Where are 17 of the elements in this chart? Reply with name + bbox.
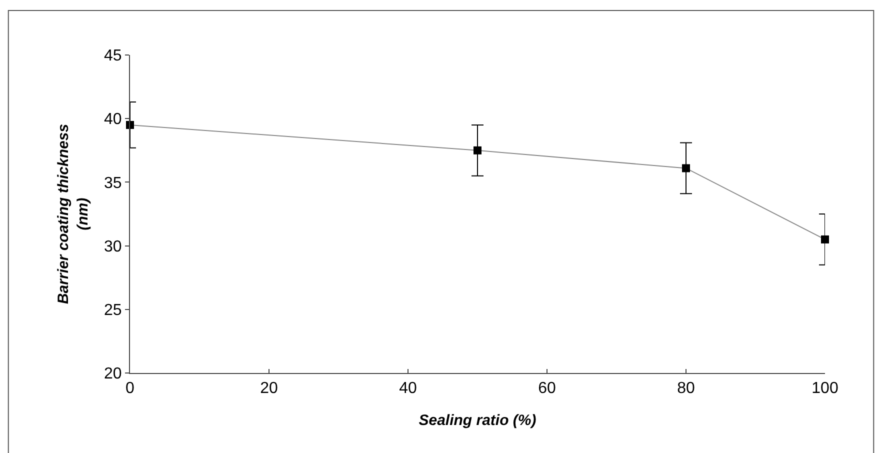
y-tick-label: 45 (104, 48, 122, 65)
point (821, 235, 829, 244)
y-tick-label: 35 (104, 174, 122, 192)
x-tick-label: 0 (126, 380, 135, 398)
y-axis-title: Barrier coating thickness (nm) (54, 124, 92, 304)
x-axis-title: Sealing ratio (%) (418, 412, 536, 430)
y-tick-label: 20 (104, 366, 122, 383)
x-tick-label: 60 (538, 380, 556, 398)
y-tick-label: 25 (104, 302, 122, 319)
x-tick-label: 20 (260, 380, 278, 398)
x-tick-label: 100 (812, 380, 838, 398)
point (682, 164, 690, 172)
point (474, 146, 482, 154)
x-tick-label: 40 (399, 380, 417, 398)
y-tick-label: 40 (104, 111, 122, 128)
y-tick-label: 30 (104, 238, 122, 256)
x-tick-label: 80 (677, 380, 695, 398)
